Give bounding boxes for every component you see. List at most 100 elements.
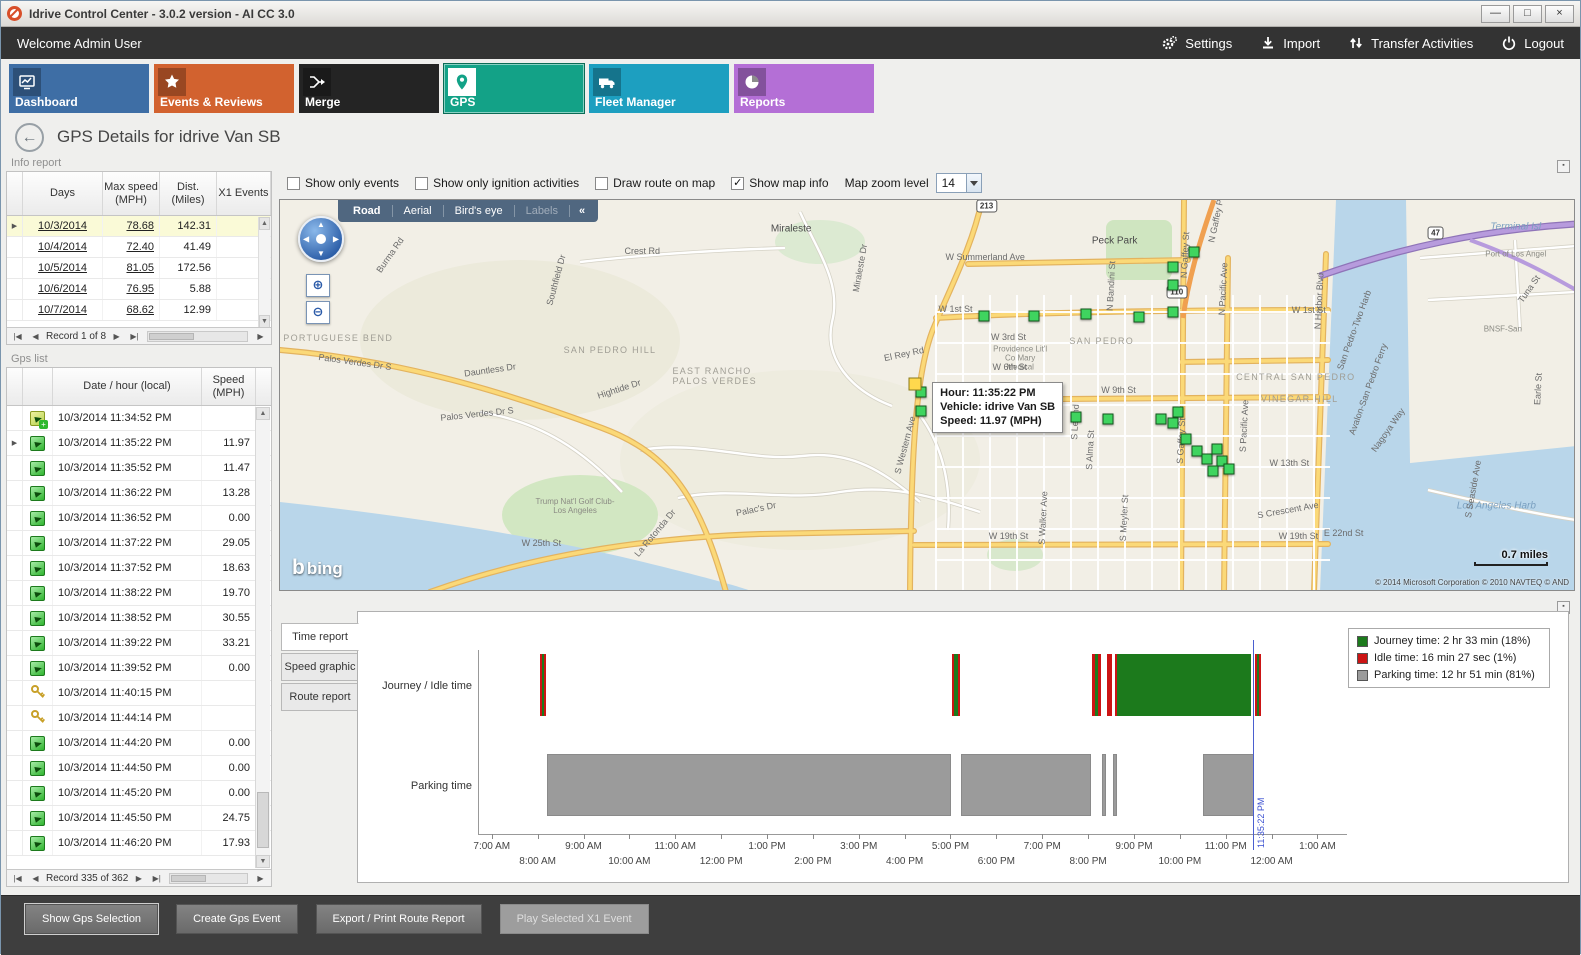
gps-marker[interactable] <box>1080 308 1092 320</box>
chart-tab-speed-graphic[interactable]: Speed graphic <box>281 653 359 681</box>
show-gps-selection-button[interactable]: Show Gps Selection <box>25 904 159 934</box>
day-link[interactable]: 10/5/2014 <box>23 258 103 278</box>
gps-marker[interactable] <box>915 405 927 417</box>
scroll-up-icon[interactable]: ▲ <box>259 217 270 230</box>
play-selected-x1-event-button[interactable]: Play Selected X1 Event <box>499 904 649 934</box>
max-speed-link[interactable]: 78.68 <box>103 216 160 236</box>
info-report-row[interactable]: ▶ 10/3/2014 78.68 142.31 <box>7 216 271 237</box>
gps-marker-selected[interactable] <box>908 377 927 398</box>
gps-marker[interactable] <box>978 310 990 322</box>
day-link[interactable]: 10/6/2014 <box>23 279 103 299</box>
gps-list-row[interactable]: ▶ 10/3/2014 11:35:22 PM 11.97 <box>7 431 271 456</box>
checkbox-show-only-ignition-activities[interactable]: Show only ignition activities <box>415 176 579 190</box>
minimize-button[interactable]: — <box>1481 4 1510 23</box>
gps-list-row[interactable]: 10/3/2014 11:37:52 PM 18.63 <box>7 556 271 581</box>
logout-button[interactable]: Logout <box>1501 35 1564 51</box>
gps-list-row[interactable]: 10/3/2014 11:37:22 PM 29.05 <box>7 531 271 556</box>
nav-tile-dashboard[interactable]: Dashboard <box>9 64 149 113</box>
create-gps-event-button[interactable]: Create Gps Event <box>176 904 298 934</box>
first-record-button[interactable]: |◀ <box>13 331 22 341</box>
gps-marker[interactable] <box>1167 261 1179 273</box>
gps-list-row[interactable]: 10/3/2014 11:44:20 PM 0.00 <box>7 731 271 756</box>
nav-tile-events[interactable]: Events & Reviews <box>154 64 294 113</box>
zoom-level-dropdown[interactable]: 14 <box>935 173 982 193</box>
info-report-row[interactable]: 10/5/2014 81.05 172.56 <box>7 258 271 279</box>
next-record-button[interactable]: ▶ <box>113 331 120 341</box>
scroll-down-icon[interactable]: ▼ <box>256 855 270 868</box>
gps-list-scrollbar[interactable]: ▲ ▼ <box>255 407 270 868</box>
map-compass-control[interactable]: ▲ ▼ ◀ ▶ <box>298 216 344 262</box>
max-speed-link[interactable]: 81.05 <box>103 258 160 278</box>
gps-marker[interactable] <box>1188 246 1200 258</box>
close-button[interactable]: × <box>1545 4 1574 23</box>
max-speed-link[interactable]: 76.95 <box>103 279 160 299</box>
day-link[interactable]: 10/4/2014 <box>23 237 103 257</box>
gps-marker[interactable] <box>1070 411 1082 423</box>
chevron-down-icon[interactable] <box>965 174 981 192</box>
export-print-route-report-button[interactable]: Export / Print Route Report <box>315 904 482 934</box>
gps-marker[interactable] <box>1167 417 1179 429</box>
gps-marker[interactable] <box>1155 413 1167 425</box>
first-record-button[interactable]: |◀ <box>13 873 22 883</box>
scroll-thumb[interactable] <box>149 332 194 340</box>
prev-record-button[interactable]: ◀ <box>32 331 39 341</box>
day-link[interactable]: 10/7/2014 <box>23 300 103 320</box>
compass-center[interactable] <box>316 234 326 244</box>
gps-marker[interactable] <box>1223 463 1234 475</box>
gps-list-row[interactable]: 10/3/2014 11:44:50 PM 0.00 <box>7 756 271 781</box>
gps-marker[interactable] <box>1180 433 1192 445</box>
gps-list-row[interactable]: 10/3/2014 11:38:52 PM 30.55 <box>7 606 271 631</box>
day-link[interactable]: 10/3/2014 <box>23 216 103 236</box>
gps-list-row[interactable]: 10/3/2014 11:39:52 PM 0.00 <box>7 656 271 681</box>
nav-tile-fleet[interactable]: Fleet Manager <box>589 64 729 113</box>
map-zoom-out-button[interactable]: ⊖ <box>306 301 330 324</box>
nav-tile-gps[interactable]: GPS <box>443 63 585 114</box>
chart-tab-time-report[interactable]: Time report <box>281 623 359 651</box>
chart-tab-route-report[interactable]: Route report <box>281 683 359 711</box>
map-tabs-collapse-button[interactable]: « <box>579 205 586 217</box>
scroll-thumb[interactable] <box>171 874 206 882</box>
gps-list-row[interactable]: 10/3/2014 11:45:50 PM 24.75 <box>7 806 271 831</box>
gps-list-row[interactable]: 10/3/2014 11:40:15 PM <box>7 681 271 706</box>
gps-marker[interactable] <box>1216 455 1228 467</box>
gps-list-row[interactable]: 10/3/2014 11:38:22 PM 19.70 <box>7 581 271 606</box>
prev-record-button[interactable]: ◀ <box>32 873 39 883</box>
gps-list-row[interactable]: 10/3/2014 11:46:20 PM 17.93 <box>7 831 271 856</box>
back-button[interactable]: ← <box>15 122 44 152</box>
gps-list-row[interactable]: 10/3/2014 11:35:52 PM 11.47 <box>7 456 271 481</box>
settings-button[interactable]: Settings <box>1160 35 1232 51</box>
gps-list-row[interactable]: 10/3/2014 11:45:20 PM 0.00 <box>7 781 271 806</box>
scroll-up-icon[interactable]: ▲ <box>256 407 270 420</box>
nav-tile-merge[interactable]: Merge <box>299 64 439 113</box>
gps-list-row[interactable]: 10/3/2014 11:44:14 PM <box>7 706 271 731</box>
checkbox-draw-route-on-map[interactable]: Draw route on map <box>595 176 715 190</box>
gps-marker[interactable] <box>1201 453 1212 465</box>
max-speed-link[interactable]: 68.62 <box>103 300 160 320</box>
max-speed-link[interactable]: 72.40 <box>103 237 160 257</box>
gps-marker[interactable] <box>1028 310 1040 322</box>
pan-north-icon[interactable]: ▲ <box>317 220 325 229</box>
import-button[interactable]: Import <box>1260 35 1320 51</box>
checkbox-show-map-info[interactable]: ✓ Show map info <box>731 176 829 190</box>
pan-south-icon[interactable]: ▼ <box>317 249 325 258</box>
map-view-tab-labels[interactable]: Labels <box>515 205 570 217</box>
gps-marker[interactable] <box>1207 465 1219 477</box>
map-view-tab-bird-s-eye[interactable]: Bird's eye <box>444 205 515 217</box>
scroll-right-button[interactable]: ▶ <box>257 873 264 883</box>
horizontal-scrollbar[interactable] <box>169 872 248 884</box>
gps-list-row[interactable]: 10/3/2014 11:34:52 PM <box>7 406 271 431</box>
gps-list-row[interactable]: 10/3/2014 11:36:22 PM 13.28 <box>7 481 271 506</box>
gps-marker[interactable] <box>1172 406 1184 418</box>
checkbox-show-only-events[interactable]: Show only events <box>287 176 399 190</box>
pan-east-icon[interactable]: ▶ <box>332 234 339 244</box>
map-zoom-in-button[interactable]: ⊕ <box>306 274 330 297</box>
info-report-row[interactable]: 10/4/2014 72.40 41.49 <box>7 237 271 258</box>
gps-marker[interactable] <box>1167 306 1179 318</box>
maximize-button[interactable]: □ <box>1513 4 1542 23</box>
scroll-thumb[interactable] <box>257 792 269 848</box>
gps-marker[interactable] <box>1211 443 1223 455</box>
map-panel-collapse-button[interactable]: ▪ <box>1557 160 1570 173</box>
last-record-button[interactable]: ▶| <box>130 331 139 341</box>
gps-marker[interactable] <box>1167 279 1179 291</box>
horizontal-scrollbar[interactable] <box>147 330 248 342</box>
